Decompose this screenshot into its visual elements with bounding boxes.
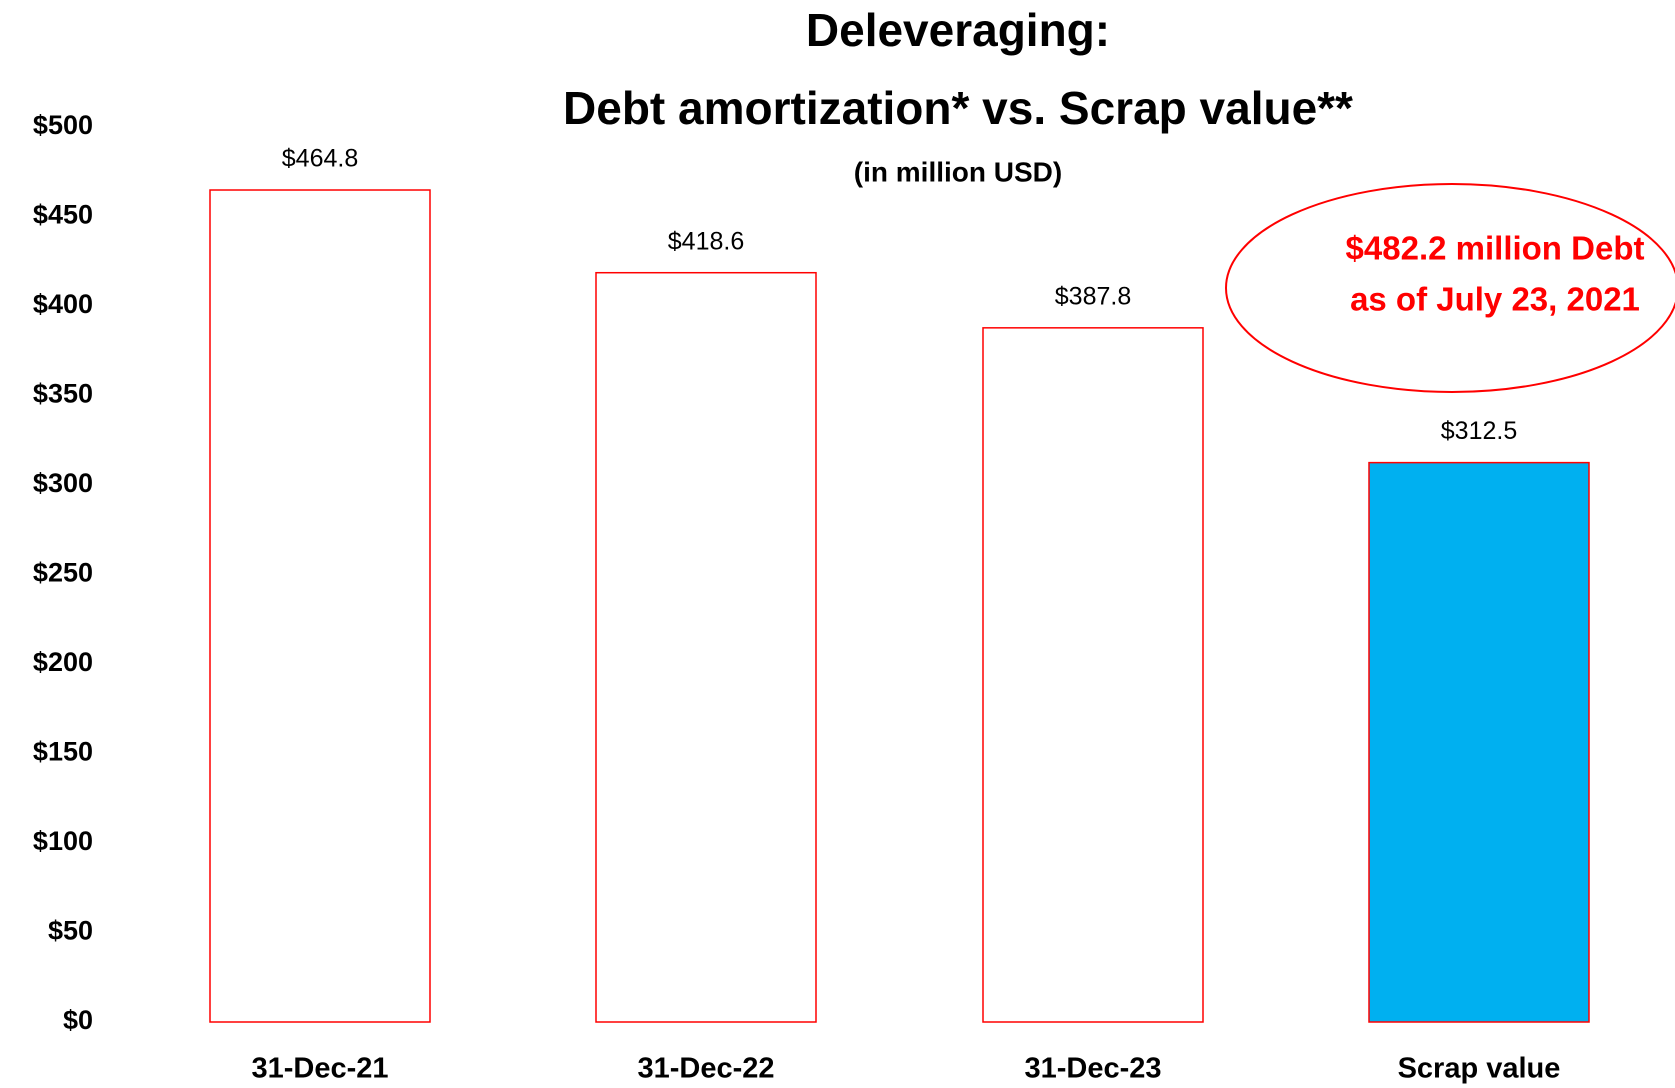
y-tick-label: $500 (33, 110, 93, 140)
y-tick-label: $150 (33, 737, 93, 767)
y-tick-label: $450 (33, 200, 93, 230)
y-tick-label: $250 (33, 558, 93, 588)
value-label: $418.6 (668, 227, 744, 255)
y-tick-label: $50 (48, 916, 93, 946)
y-tick-label: $300 (33, 468, 93, 498)
x-tick-label: Scrap value (1398, 1053, 1561, 1085)
y-tick-label: $100 (33, 826, 93, 856)
chart-subtitle: (in million USD) (854, 156, 1062, 187)
y-tick-label: $0 (63, 1005, 93, 1035)
chart-title: Deleveraging: (806, 4, 1110, 56)
value-label: $387.8 (1055, 282, 1131, 310)
y-tick-label: $200 (33, 647, 93, 677)
bar (209, 189, 431, 1023)
annotation-ellipse (1225, 183, 1675, 393)
y-tick-label: $400 (33, 289, 93, 319)
x-tick-label: 31-Dec-21 (251, 1053, 388, 1085)
x-tick-label: 31-Dec-23 (1024, 1053, 1161, 1085)
annotation-text: $482.2 million Debt (1346, 230, 1645, 267)
bar (982, 327, 1204, 1023)
value-label: $464.8 (282, 145, 358, 173)
bar (595, 271, 817, 1023)
y-tick-label: $350 (33, 379, 93, 409)
chart-title-line2: Debt amortization* vs. Scrap value** (563, 82, 1353, 134)
value-label: $312.5 (1441, 417, 1517, 445)
annotation-text: as of July 23, 2021 (1350, 281, 1640, 318)
x-tick-label: 31-Dec-22 (637, 1053, 774, 1085)
bar (1368, 461, 1590, 1023)
